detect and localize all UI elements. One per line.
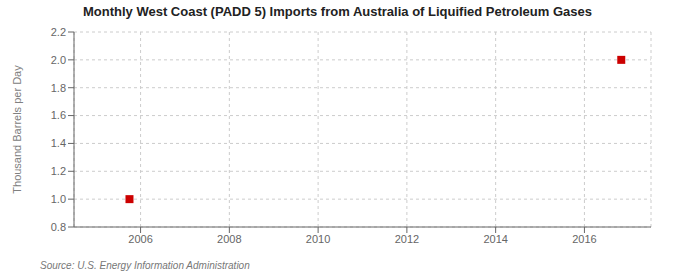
svg-text:2.0: 2.0 [51, 54, 66, 66]
svg-text:Thousand Barrels per Day: Thousand Barrels per Day [11, 65, 23, 194]
svg-text:1.6: 1.6 [51, 109, 66, 121]
svg-text:1.2: 1.2 [51, 165, 66, 177]
svg-text:2008: 2008 [217, 233, 241, 245]
svg-text:2012: 2012 [395, 233, 419, 245]
svg-text:1.8: 1.8 [51, 82, 66, 94]
svg-text:0.8: 0.8 [51, 221, 66, 233]
svg-text:1.4: 1.4 [51, 137, 66, 149]
svg-text:2006: 2006 [128, 233, 152, 245]
svg-text:2010: 2010 [306, 233, 330, 245]
html-text:Monthly West Coast (PADD 5) Im: Monthly West Coast (PADD 5) Imports from… [83, 4, 592, 19]
svg-text:1.0: 1.0 [51, 193, 66, 205]
svg-text:2.2: 2.2 [51, 26, 66, 38]
html-text:Source: U.S. Energy Informatio: Source: U.S. Energy Information Administ… [40, 260, 250, 271]
svg-text:2016: 2016 [572, 233, 596, 245]
svg-text:2014: 2014 [483, 233, 507, 245]
